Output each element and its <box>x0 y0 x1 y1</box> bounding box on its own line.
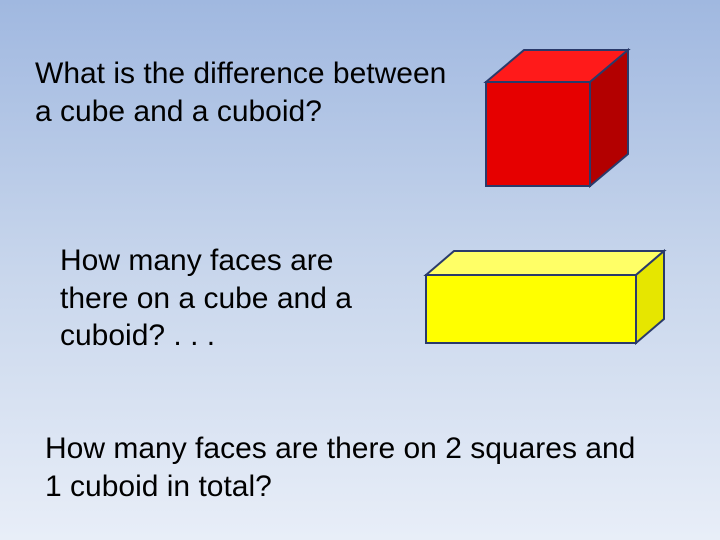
cube-shape <box>478 42 638 207</box>
question-2: How many faces are there on a cube and a… <box>60 242 400 355</box>
cuboid-front-face <box>426 275 636 343</box>
cuboid-shape <box>418 245 678 370</box>
question-3: How many faces are there on 2 squares an… <box>45 430 645 505</box>
cube-front-face <box>486 82 590 186</box>
question-1: What is the difference between a cube an… <box>35 55 455 130</box>
cuboid-top-face <box>426 251 664 275</box>
